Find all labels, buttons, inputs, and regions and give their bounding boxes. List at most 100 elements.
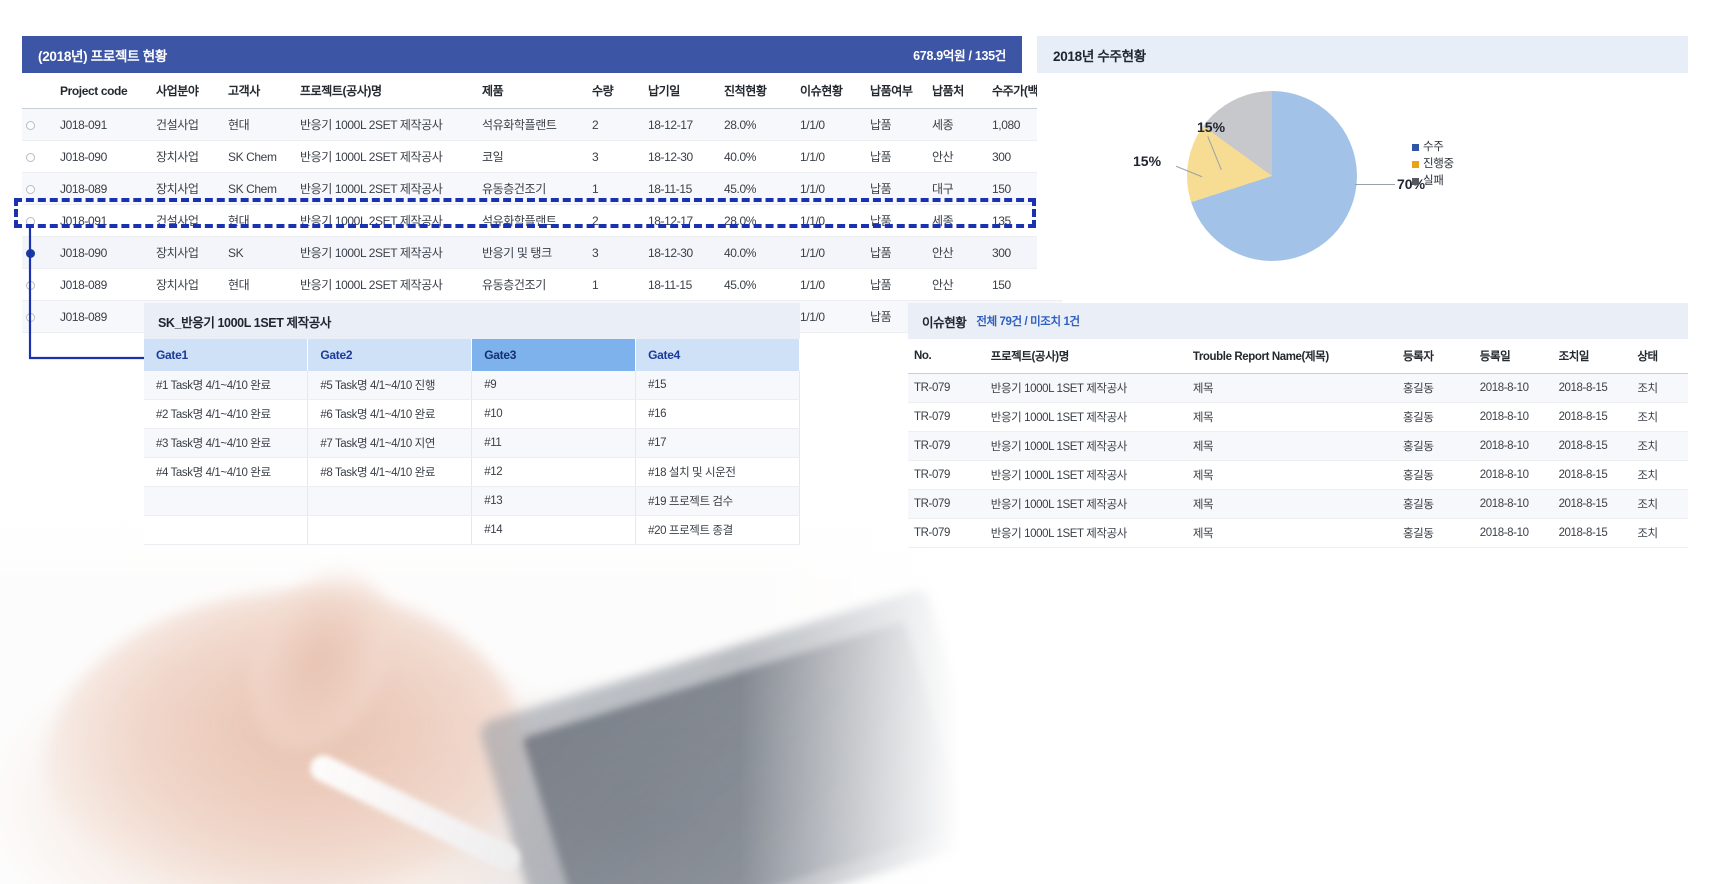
gate-cell-g1: #1 Task명 4/1~4/10 완료 <box>144 371 309 400</box>
radio-icon[interactable] <box>26 248 35 258</box>
table-row[interactable]: J018-091 건설사업 현대 반응기 1000L 2SET 제작공사 석유화학플랜트… <box>22 204 1062 237</box>
radio-icon[interactable] <box>26 216 35 226</box>
table-row[interactable]: TR-079 반응기 1000L 1SET 제작공사 제목 홍길동 2018-8-10 2… <box>908 373 1688 403</box>
issue-cell-act_date: 2018-8-15 <box>1552 373 1632 403</box>
gate-cell-g2 <box>307 515 473 545</box>
issue-col-5: 조치일 <box>1552 339 1632 374</box>
cell-field: 건설사업 <box>152 108 224 141</box>
project-col-9: 이슈현황 <box>796 73 866 109</box>
row-radio[interactable] <box>22 236 56 269</box>
cell-project: 반응기 1000L 2SET 제작공사 <box>296 268 478 301</box>
issue-cell-project: 반응기 1000L 1SET 제작공사 <box>984 518 1187 548</box>
legend-item-실패: 실패 <box>1412 173 1454 190</box>
table-row[interactable]: #2 Task명 4/1~4/10 완료 #6 Task명 4/1~4/10 완료… <box>144 399 800 429</box>
cell-code: J018-089 <box>56 268 152 301</box>
table-row[interactable]: TR-079 반응기 1000L 1SET 제작공사 제목 홍길동 2018-8-10 2… <box>908 518 1688 548</box>
table-row[interactable]: TR-079 반응기 1000L 1SET 제작공사 제목 홍길동 2018-8-10 2… <box>908 460 1688 490</box>
cell-delivered: 납품 <box>866 236 928 269</box>
issue-cell-reg_date: 2018-8-10 <box>1473 431 1553 461</box>
issue-cell-project: 반응기 1000L 1SET 제작공사 <box>984 373 1187 403</box>
gate-cell-g4: #16 <box>635 399 800 429</box>
issue-panel-subtitle: 전체 79건 / 미조치 1건 <box>976 316 1080 328</box>
gate-cell-g2: #6 Task명 4/1~4/10 완료 <box>307 399 473 429</box>
cell-customer: 현대 <box>224 268 296 301</box>
gate-panel-title: SK_반응기 1000L 1SET 제작공사 <box>144 303 800 339</box>
row-radio[interactable] <box>22 140 56 173</box>
legend-item-진행중: 진행중 <box>1412 156 1454 173</box>
cell-product: 유동층건조기 <box>478 268 588 301</box>
cell-field: 장치사업 <box>152 236 224 269</box>
radio-icon[interactable] <box>26 280 35 290</box>
row-radio[interactable] <box>22 108 56 141</box>
issue-cell-act_date: 2018-8-15 <box>1552 489 1632 519</box>
gate-cell-g1: #3 Task명 4/1~4/10 완료 <box>144 428 309 458</box>
table-row[interactable]: TR-079 반응기 1000L 1SET 제작공사 제목 홍길동 2018-8-10 2… <box>908 431 1688 461</box>
cell-project: 반응기 1000L 2SET 제작공사 <box>296 172 478 205</box>
cell-place: 세종 <box>928 108 988 141</box>
radio-icon[interactable] <box>26 312 35 322</box>
issue-cell-project: 반응기 1000L 1SET 제작공사 <box>984 402 1187 432</box>
table-row[interactable]: J018-089 장치사업 SK Chem 반응기 1000L 2SET 제작공사 유동… <box>22 172 1062 205</box>
gate-col-gate4[interactable]: Gate4 <box>635 339 800 371</box>
project-col-4: 프로젝트(공사)명 <box>296 73 478 109</box>
row-radio[interactable] <box>22 172 56 205</box>
gate-panel-title-text: SK_반응기 1000L 1SET 제작공사 <box>158 315 331 330</box>
gate-cell-g3: #9 <box>471 371 637 400</box>
issue-col-1: 프로젝트(공사)명 <box>984 339 1187 374</box>
issue-cell-trouble: 제목 <box>1186 402 1397 432</box>
issue-cell-reg_date: 2018-8-10 <box>1473 489 1553 519</box>
cell-due: 18-12-17 <box>644 108 720 141</box>
project-col-8: 진척현황 <box>720 73 796 109</box>
cell-place: 안산 <box>928 268 988 301</box>
cell-issue: 1/1/0 <box>796 108 866 141</box>
gate-cell-g3: #13 <box>471 486 637 516</box>
gate-col-gate2[interactable]: Gate2 <box>307 339 473 371</box>
gate-cell-g4: #15 <box>635 371 800 400</box>
table-row[interactable]: #3 Task명 4/1~4/10 완료 #7 Task명 4/1~4/10 지연… <box>144 428 800 458</box>
cell-progress: 28.0% <box>720 108 796 141</box>
row-radio[interactable] <box>22 300 56 333</box>
issue-cell-writer: 홍길동 <box>1396 402 1474 432</box>
project-table-header-row: Project code 사업분야 고객사 프로젝트(공사)명 제품 수량 납기일 진척현황 이… <box>22 73 1062 109</box>
table-row[interactable]: J018-091 건설사업 현대 반응기 1000L 2SET 제작공사 석유화학플랜트… <box>22 108 1062 141</box>
cell-delivered: 납품 <box>866 108 928 141</box>
table-row[interactable]: #4 Task명 4/1~4/10 완료 #8 Task명 4/1~4/10 완료… <box>144 457 800 487</box>
row-radio[interactable] <box>22 204 56 237</box>
issue-cell-writer: 홍길동 <box>1396 373 1474 403</box>
gate-cell-g3: #10 <box>471 399 637 429</box>
project-table-body: J018-091 건설사업 현대 반응기 1000L 2SET 제작공사 석유화학플랜트… <box>22 108 1062 333</box>
radio-icon[interactable] <box>26 152 35 162</box>
issue-cell-writer: 홍길동 <box>1396 460 1474 490</box>
cell-qty: 2 <box>588 108 644 141</box>
table-row[interactable]: TR-079 반응기 1000L 1SET 제작공사 제목 홍길동 2018-8-10 2… <box>908 489 1688 519</box>
gate-detail-panel: SK_반응기 1000L 1SET 제작공사 Gate1 Gate2 Gate3 Ga… <box>144 303 800 545</box>
cell-due: 18-12-30 <box>644 236 720 269</box>
cell-place: 세종 <box>928 204 988 237</box>
gate-cell-g4: #19 프로젝트 검수 <box>635 486 800 516</box>
pie-legend: 수주 진행중 실패 <box>1412 139 1454 190</box>
cell-place: 안산 <box>928 140 988 173</box>
issue-cell-reg_date: 2018-8-10 <box>1473 518 1553 548</box>
cell-progress: 45.0% <box>720 268 796 301</box>
radio-icon[interactable] <box>26 184 35 194</box>
table-row[interactable]: TR-079 반응기 1000L 1SET 제작공사 제목 홍길동 2018-8-10 2… <box>908 402 1688 432</box>
table-row[interactable]: J018-090 장치사업 SK 반응기 1000L 2SET 제작공사 반응기 및 탱… <box>22 236 1062 269</box>
issue-cell-status: 조치 <box>1631 431 1688 461</box>
project-col-3: 고객사 <box>224 73 296 109</box>
gate-col-gate1[interactable]: Gate1 <box>144 339 309 371</box>
table-row[interactable]: #1 Task명 4/1~4/10 완료 #5 Task명 4/1~4/10 진행… <box>144 371 800 400</box>
cell-product: 코일 <box>478 140 588 173</box>
order-panel-title: 2018년 수주현황 <box>1053 48 1146 64</box>
table-row[interactable]: #13 #19 프로젝트 검수 <box>144 486 800 516</box>
table-row[interactable]: #14 #20 프로젝트 종결 <box>144 515 800 545</box>
radio-icon[interactable] <box>26 120 35 130</box>
row-radio[interactable] <box>22 268 56 301</box>
cell-delivered: 납품 <box>866 172 928 205</box>
issue-table: No. 프로젝트(공사)명 Trouble Report Name(제목) 등록자 등록… <box>908 339 1688 548</box>
stylus-shape <box>305 750 525 876</box>
gate-col-gate3[interactable]: Gate3 <box>471 339 637 371</box>
table-row[interactable]: J018-090 장치사업 SK Chem 반응기 1000L 2SET 제작공사 코일… <box>22 140 1062 173</box>
